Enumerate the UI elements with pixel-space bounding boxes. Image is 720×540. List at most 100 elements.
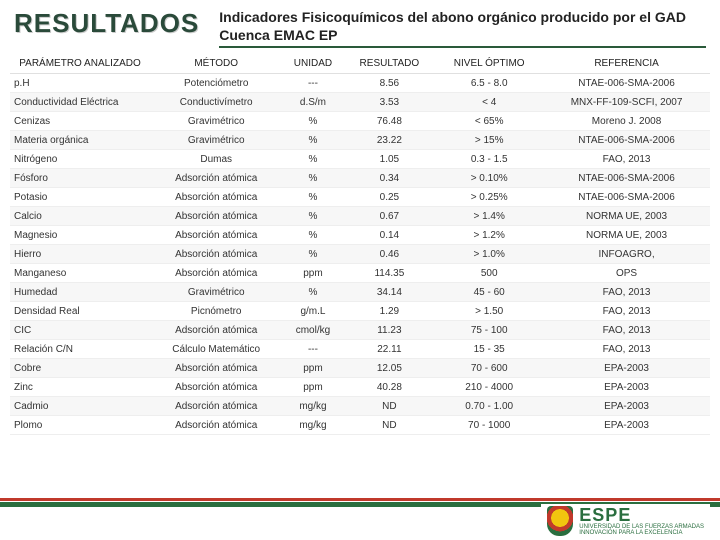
- table-row: CalcioAbsorción atómica%0.67> 1.4%NORMA …: [10, 207, 710, 226]
- table-cell: 11.23: [343, 321, 435, 340]
- table-cell: cmol/kg: [282, 321, 343, 340]
- table-cell: 34.14: [343, 283, 435, 302]
- table-cell: > 0.10%: [435, 169, 543, 188]
- table-row: Relación C/NCálculo Matemático---22.1115…: [10, 340, 710, 359]
- table-cell: Gravimétrico: [150, 283, 282, 302]
- table-row: CobreAbsorción atómicappm12.0570 - 600EP…: [10, 359, 710, 378]
- table-cell: Adsorción atómica: [150, 321, 282, 340]
- page-title: RESULTADOS: [14, 8, 199, 39]
- table-cell: Densidad Real: [10, 302, 150, 321]
- table-cell: 22.11: [343, 340, 435, 359]
- table-cell: 500: [435, 264, 543, 283]
- table-cell: 45 - 60: [435, 283, 543, 302]
- org-text: ESPE UNIVERSIDAD DE LAS FUERZAS ARMADAS …: [579, 506, 704, 536]
- table-cell: Absorción atómica: [150, 359, 282, 378]
- table-cell: ppm: [282, 378, 343, 397]
- table-cell: 0.25: [343, 188, 435, 207]
- table-row: HierroAbsorción atómica%0.46> 1.0%INFOAG…: [10, 245, 710, 264]
- table-cell: ND: [343, 397, 435, 416]
- table-cell: 76.48: [343, 112, 435, 131]
- table-cell: 1.05: [343, 150, 435, 169]
- table-cell: Adsorción atómica: [150, 416, 282, 435]
- footer: ESPE UNIVERSIDAD DE LAS FUERZAS ARMADAS …: [0, 498, 720, 540]
- shield-icon: [547, 506, 573, 536]
- table-cell: 0.14: [343, 226, 435, 245]
- table-cell: %: [282, 283, 343, 302]
- table-cell: > 1.4%: [435, 207, 543, 226]
- table-cell: FAO, 2013: [543, 302, 710, 321]
- table-row: ManganesoAbsorción atómicappm114.35500OP…: [10, 264, 710, 283]
- table-cell: 0.70 - 1.00: [435, 397, 543, 416]
- table-cell: MNX-FF-109-SCFI, 2007: [543, 93, 710, 112]
- col-unidad: UNIDAD: [282, 54, 343, 74]
- table-row: CICAdsorción atómicacmol/kg11.2375 - 100…: [10, 321, 710, 340]
- table-cell: Cenizas: [10, 112, 150, 131]
- table-cell: 210 - 4000: [435, 378, 543, 397]
- table-cell: Conductivímetro: [150, 93, 282, 112]
- table-cell: INFOAGRO,: [543, 245, 710, 264]
- table-cell: Manganeso: [10, 264, 150, 283]
- table-cell: Nitrógeno: [10, 150, 150, 169]
- table-cell: Absorción atómica: [150, 188, 282, 207]
- table-cell: 6.5 - 8.0: [435, 74, 543, 93]
- table-cell: Conductividad Eléctrica: [10, 93, 150, 112]
- org-line2: INNOVACIÓN PARA LA EXCELENCIA: [579, 530, 704, 536]
- table-cell: > 1.50: [435, 302, 543, 321]
- table-cell: Adsorción atómica: [150, 397, 282, 416]
- table-cell: NORMA UE, 2003: [543, 207, 710, 226]
- table-row: PotasioAbsorción atómica%0.25> 0.25%NTAE…: [10, 188, 710, 207]
- table-cell: EPA-2003: [543, 397, 710, 416]
- table-cell: Hierro: [10, 245, 150, 264]
- table-cell: ppm: [282, 264, 343, 283]
- table-cell: Absorción atómica: [150, 245, 282, 264]
- table-cell: 0.67: [343, 207, 435, 226]
- table-cell: 40.28: [343, 378, 435, 397]
- table-cell: > 0.25%: [435, 188, 543, 207]
- table-cell: %: [282, 226, 343, 245]
- table-cell: EPA-2003: [543, 416, 710, 435]
- table-cell: Moreno J. 2008: [543, 112, 710, 131]
- table-row: p.HPotenciómetro---8.566.5 - 8.0NTAE-006…: [10, 74, 710, 93]
- table-cell: %: [282, 169, 343, 188]
- table-cell: Potasio: [10, 188, 150, 207]
- table-cell: %: [282, 131, 343, 150]
- table-row: PlomoAdsorción atómicamg/kgND70 - 1000EP…: [10, 416, 710, 435]
- table-cell: 23.22: [343, 131, 435, 150]
- table-cell: NTAE-006-SMA-2006: [543, 169, 710, 188]
- results-table: PARÁMETRO ANALIZADO MÉTODO UNIDAD RESULT…: [10, 54, 710, 435]
- table-cell: Adsorción atómica: [150, 169, 282, 188]
- table-cell: Absorción atómica: [150, 264, 282, 283]
- table-cell: NTAE-006-SMA-2006: [543, 188, 710, 207]
- table-cell: FAO, 2013: [543, 321, 710, 340]
- table-cell: FAO, 2013: [543, 150, 710, 169]
- table-cell: %: [282, 112, 343, 131]
- table-cell: EPA-2003: [543, 359, 710, 378]
- table-row: Materia orgánicaGravimétrico%23.22> 15%N…: [10, 131, 710, 150]
- table-cell: ppm: [282, 359, 343, 378]
- table-cell: EPA-2003: [543, 378, 710, 397]
- table-cell: %: [282, 207, 343, 226]
- table-cell: FAO, 2013: [543, 340, 710, 359]
- table-cell: Plomo: [10, 416, 150, 435]
- table-cell: 70 - 600: [435, 359, 543, 378]
- table-cell: > 1.2%: [435, 226, 543, 245]
- table-cell: 8.56: [343, 74, 435, 93]
- table-cell: Gravimétrico: [150, 131, 282, 150]
- table-cell: > 1.0%: [435, 245, 543, 264]
- table-row: ZincAbsorción atómicappm40.28210 - 4000E…: [10, 378, 710, 397]
- table-cell: 0.46: [343, 245, 435, 264]
- table-cell: < 65%: [435, 112, 543, 131]
- table-cell: 3.53: [343, 93, 435, 112]
- table-cell: Magnesio: [10, 226, 150, 245]
- table-cell: Gravimétrico: [150, 112, 282, 131]
- table-cell: mg/kg: [282, 416, 343, 435]
- header: RESULTADOS Indicadores Fisicoquímicos de…: [0, 0, 720, 52]
- table-cell: FAO, 2013: [543, 283, 710, 302]
- table-row: Densidad RealPicnómetrog/m.L1.29> 1.50FA…: [10, 302, 710, 321]
- table-cell: ---: [282, 74, 343, 93]
- table-cell: d.S/m: [282, 93, 343, 112]
- table-cell: ---: [282, 340, 343, 359]
- table-cell: mg/kg: [282, 397, 343, 416]
- table-cell: %: [282, 150, 343, 169]
- table-cell: 114.35: [343, 264, 435, 283]
